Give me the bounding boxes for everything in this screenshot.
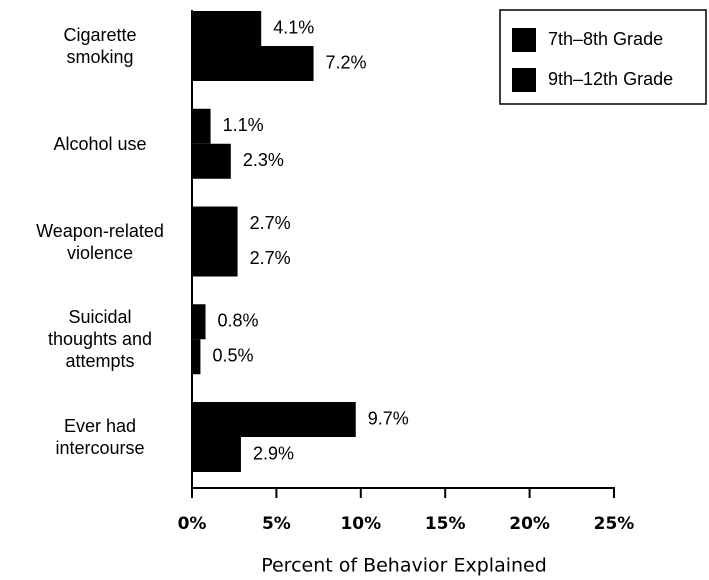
value-label: 0.8% <box>218 311 259 331</box>
value-label: 2.9% <box>253 443 294 463</box>
category-label: Cigarette smoking <box>63 25 137 67</box>
x-tick-label: 25% <box>594 514 635 534</box>
x-tick-label: 20% <box>509 514 550 534</box>
x-axis-title: Percent of Behavior Explained <box>261 555 547 577</box>
value-label: 0.5% <box>212 346 253 366</box>
x-tick-label: 15% <box>425 514 466 534</box>
category-label: Weapon-related violence <box>36 220 164 263</box>
value-label: 4.1% <box>273 17 314 37</box>
category-label: Suicidal thoughts and attempts <box>47 307 153 372</box>
value-label: 2.7% <box>250 248 291 268</box>
bar <box>192 11 262 46</box>
legend-label: 7th–8th Grade <box>548 29 663 49</box>
value-label: 7.2% <box>326 52 367 72</box>
value-label: 2.7% <box>250 213 291 233</box>
value-label: 2.3% <box>243 150 284 170</box>
legend-swatch <box>512 28 536 52</box>
bar <box>192 437 241 472</box>
x-tick-label: 10% <box>340 514 381 534</box>
bar <box>192 46 314 81</box>
x-tick-label: 0% <box>178 514 207 534</box>
x-tick-label: 5% <box>262 514 291 534</box>
bar <box>192 143 231 179</box>
category-label: Ever had intercourse <box>55 416 145 458</box>
legend-box <box>499 9 707 105</box>
bar <box>192 304 206 340</box>
bar <box>192 402 356 437</box>
bar <box>192 108 211 144</box>
legend-swatch <box>512 68 536 92</box>
category-label: Alcohol use <box>53 133 147 154</box>
bar <box>192 206 238 242</box>
legend-label: 9th–12th Grade <box>548 69 673 89</box>
value-label: 9.7% <box>368 408 409 428</box>
bar <box>192 339 201 375</box>
value-label: 1.1% <box>223 115 264 135</box>
bar <box>192 241 238 277</box>
